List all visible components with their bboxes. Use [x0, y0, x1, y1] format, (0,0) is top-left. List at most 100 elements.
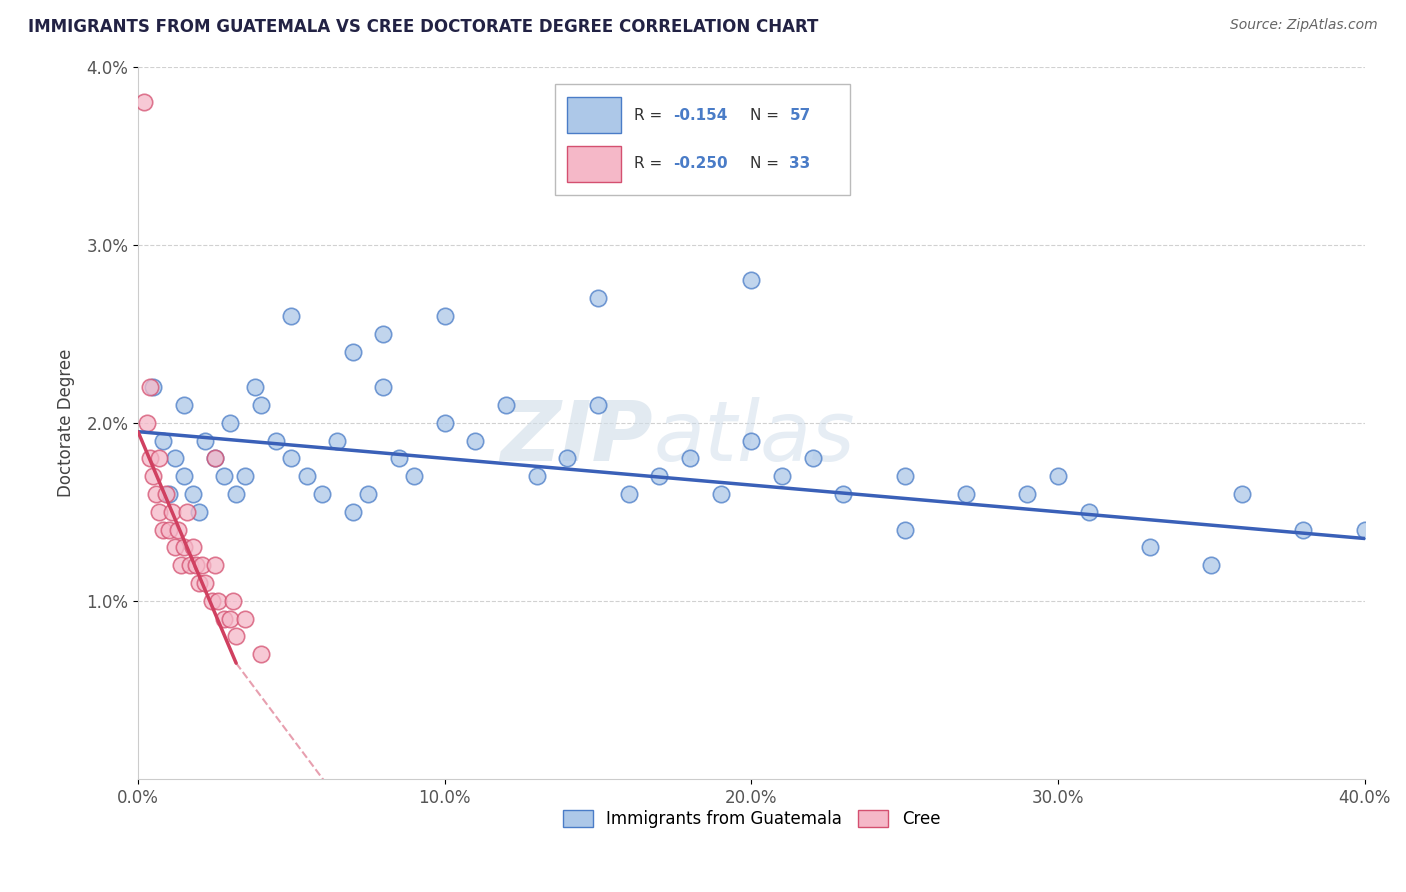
- Text: -0.250: -0.250: [673, 156, 727, 171]
- Text: 33: 33: [789, 156, 811, 171]
- Point: [176, 505, 198, 519]
- Point: [207, 594, 229, 608]
- Text: -0.154: -0.154: [673, 108, 727, 123]
- Text: N =: N =: [751, 156, 785, 171]
- Point: [173, 469, 195, 483]
- Point: [148, 505, 170, 519]
- Point: [388, 451, 411, 466]
- Text: N =: N =: [751, 108, 785, 123]
- Point: [464, 434, 486, 448]
- Point: [495, 398, 517, 412]
- Point: [235, 469, 257, 483]
- Point: [160, 505, 183, 519]
- Point: [1077, 505, 1099, 519]
- Point: [832, 487, 855, 501]
- Point: [894, 469, 917, 483]
- Point: [433, 416, 456, 430]
- Point: [219, 612, 242, 626]
- Point: [249, 647, 271, 661]
- Point: [179, 558, 201, 573]
- Point: [148, 451, 170, 466]
- Point: [894, 523, 917, 537]
- Text: ZIP: ZIP: [501, 397, 654, 477]
- Point: [264, 434, 287, 448]
- Point: [710, 487, 733, 501]
- Point: [311, 487, 333, 501]
- Point: [1017, 487, 1039, 501]
- Point: [145, 487, 167, 501]
- Text: Source: ZipAtlas.com: Source: ZipAtlas.com: [1230, 18, 1378, 32]
- Text: R =: R =: [634, 156, 666, 171]
- Point: [295, 469, 318, 483]
- Point: [181, 541, 204, 555]
- Point: [235, 612, 257, 626]
- Point: [181, 487, 204, 501]
- Point: [373, 326, 395, 341]
- Point: [402, 469, 425, 483]
- Point: [163, 541, 186, 555]
- Text: 57: 57: [789, 108, 811, 123]
- Point: [152, 523, 174, 537]
- Point: [136, 416, 159, 430]
- Point: [222, 594, 245, 608]
- Point: [679, 451, 702, 466]
- Point: [955, 487, 977, 501]
- Point: [188, 505, 211, 519]
- Point: [173, 541, 195, 555]
- Point: [194, 434, 217, 448]
- Point: [648, 469, 671, 483]
- Point: [157, 523, 180, 537]
- Point: [526, 469, 548, 483]
- Point: [557, 451, 579, 466]
- Point: [280, 451, 302, 466]
- Point: [249, 398, 271, 412]
- Point: [173, 398, 195, 412]
- Point: [204, 451, 226, 466]
- Point: [163, 451, 186, 466]
- Point: [157, 487, 180, 501]
- Point: [740, 434, 762, 448]
- Point: [170, 558, 193, 573]
- Point: [1230, 487, 1253, 501]
- Point: [225, 487, 247, 501]
- Text: atlas: atlas: [654, 397, 855, 477]
- Point: [204, 558, 226, 573]
- Point: [186, 558, 208, 573]
- Point: [433, 309, 456, 323]
- Point: [204, 451, 226, 466]
- Point: [373, 380, 395, 394]
- Point: [142, 469, 165, 483]
- Point: [155, 487, 177, 501]
- Point: [586, 291, 609, 305]
- Point: [326, 434, 349, 448]
- Point: [342, 505, 364, 519]
- Point: [139, 451, 162, 466]
- Point: [134, 95, 156, 110]
- Point: [740, 273, 762, 287]
- Point: [139, 380, 162, 394]
- Point: [225, 630, 247, 644]
- Point: [188, 576, 211, 591]
- Point: [801, 451, 824, 466]
- Point: [770, 469, 793, 483]
- Point: [212, 469, 235, 483]
- Point: [194, 576, 217, 591]
- FancyBboxPatch shape: [568, 146, 621, 182]
- Point: [586, 398, 609, 412]
- Point: [219, 416, 242, 430]
- Point: [167, 523, 190, 537]
- Point: [243, 380, 266, 394]
- Point: [201, 594, 224, 608]
- Point: [342, 344, 364, 359]
- Point: [357, 487, 380, 501]
- Point: [212, 612, 235, 626]
- Point: [152, 434, 174, 448]
- Point: [1292, 523, 1315, 537]
- Point: [142, 380, 165, 394]
- Point: [1139, 541, 1161, 555]
- Point: [280, 309, 302, 323]
- FancyBboxPatch shape: [555, 85, 849, 194]
- Point: [617, 487, 640, 501]
- Point: [191, 558, 214, 573]
- Point: [1201, 558, 1223, 573]
